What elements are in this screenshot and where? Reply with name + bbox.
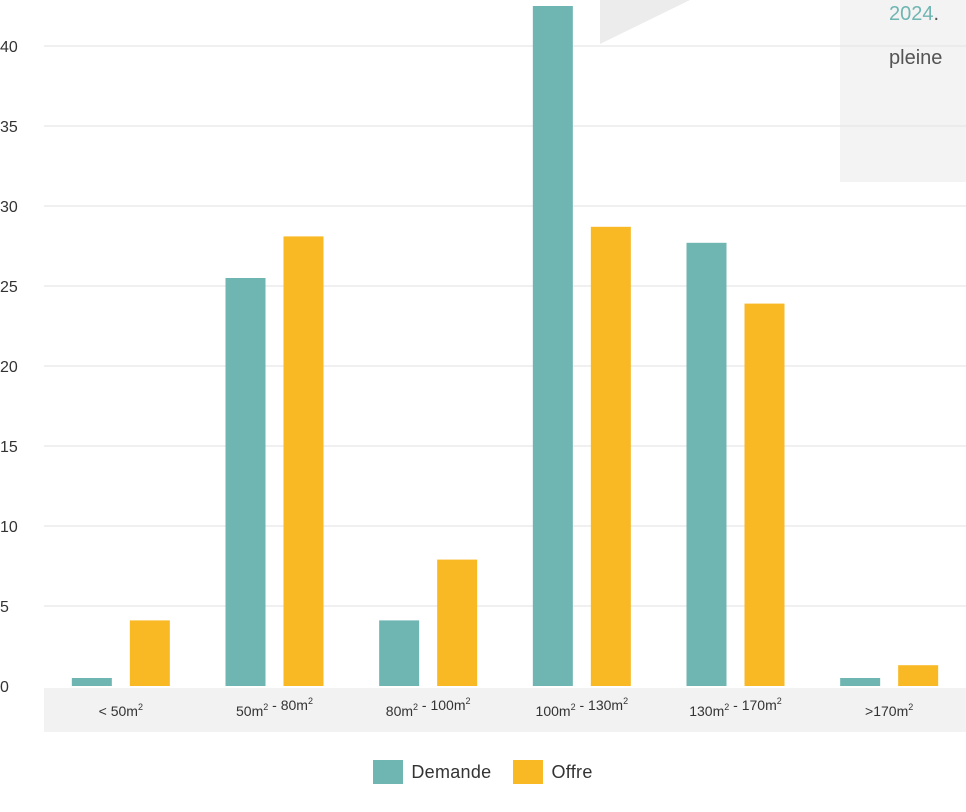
legend-label-demande: Demande bbox=[411, 761, 492, 782]
legend-swatch-demande bbox=[373, 760, 404, 784]
overlay-panel bbox=[840, 0, 966, 182]
overlay-shape bbox=[600, 0, 690, 44]
bar-offre-0 bbox=[129, 620, 170, 686]
y-axis-ticks: 0 5 10 15 20 25 30 35 40 bbox=[0, 39, 18, 696]
bar-offre-2 bbox=[437, 559, 478, 686]
y-tick-label: 30 bbox=[0, 199, 18, 216]
bar-offre-1 bbox=[283, 236, 324, 686]
x-tick-label: 50m2 - 80m2 bbox=[236, 696, 313, 719]
bar-demande-5 bbox=[840, 678, 881, 686]
y-tick-label: 40 bbox=[0, 39, 18, 56]
y-tick-label: 15 bbox=[0, 439, 18, 456]
legend-item-offre: Offre bbox=[513, 760, 592, 784]
y-tick-label: 35 bbox=[0, 119, 18, 136]
legend-label-offre: Offre bbox=[551, 761, 593, 782]
legend-swatch-offre bbox=[513, 760, 544, 784]
grid-lines bbox=[44, 45, 966, 607]
bar-offre-3 bbox=[590, 226, 631, 687]
y-tick-label: 10 bbox=[0, 519, 18, 536]
x-tick-label: 130m2 - 170m2 bbox=[689, 696, 782, 719]
bar-demande-3 bbox=[532, 6, 573, 686]
bars bbox=[71, 6, 939, 687]
overlay-year: 2024 bbox=[889, 3, 934, 25]
x-axis-band-rect bbox=[44, 688, 966, 732]
x-tick-label: < 50m2 bbox=[99, 702, 143, 719]
bar-demande-0 bbox=[71, 678, 112, 686]
overlay-word: pleine bbox=[889, 47, 943, 69]
y-tick-label: 5 bbox=[0, 599, 9, 616]
x-tick-label: >170m2 bbox=[865, 702, 913, 719]
bar-offre-5 bbox=[898, 665, 939, 686]
x-axis-ticks: < 50m2 50m2 - 80m2 80m2 - 100m2 100m2 - 130… bbox=[99, 696, 914, 719]
y-tick-label: 0 bbox=[0, 679, 9, 696]
x-tick-label: 80m2 - 100m2 bbox=[386, 696, 471, 719]
bar-demande-4 bbox=[686, 242, 727, 687]
bar-demande-1 bbox=[225, 278, 266, 686]
legend-item-demande: Demande bbox=[373, 760, 491, 784]
y-tick-label: 25 bbox=[0, 279, 18, 296]
x-axis-band bbox=[44, 688, 966, 732]
x-tick-label: 100m2 - 130m2 bbox=[536, 696, 629, 719]
overlay-year-text: 2024. bbox=[889, 4, 939, 24]
legend: Demande Offre bbox=[0, 760, 966, 784]
bar-offre-4 bbox=[744, 303, 785, 686]
overlay-decoration bbox=[600, 0, 966, 182]
bar-demande-2 bbox=[379, 620, 420, 686]
overlay-year-dot: . bbox=[933, 3, 940, 25]
y-tick-label: 20 bbox=[0, 359, 18, 376]
